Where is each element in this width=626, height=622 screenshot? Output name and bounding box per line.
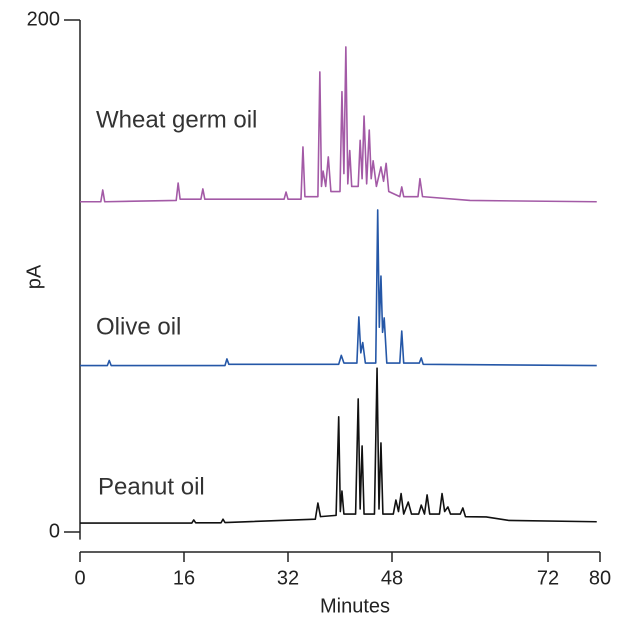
x-tick-label: 32 — [277, 567, 299, 589]
x-tick-label: 80 — [589, 567, 611, 589]
series-label: Wheat germ oil — [96, 106, 257, 133]
x-axis-label: Minutes — [320, 595, 390, 617]
series-label: Olive oil — [96, 313, 181, 340]
series-label: Peanut oil — [98, 473, 205, 500]
y-tick-label: 0 — [49, 520, 60, 542]
trace — [80, 46, 597, 203]
x-tick-label: 16 — [173, 567, 195, 589]
trace — [80, 209, 597, 367]
x-tick-label: 72 — [537, 567, 559, 589]
x-tick-label: 48 — [381, 567, 403, 589]
y-tick-label: 200 — [27, 8, 60, 30]
y-axis-label: pA — [23, 264, 45, 289]
trace — [80, 367, 597, 524]
x-tick-label: 0 — [74, 567, 85, 589]
